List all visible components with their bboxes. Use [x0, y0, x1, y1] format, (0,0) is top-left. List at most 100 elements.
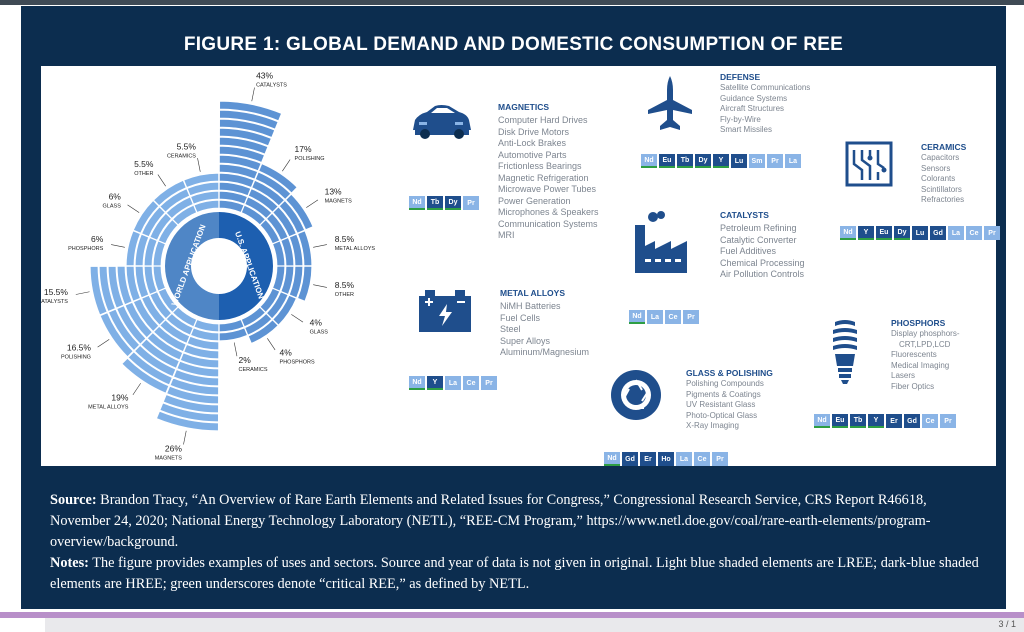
world-segment-catalysts	[134, 265, 150, 299]
element-chip-pr: Pr	[712, 452, 728, 466]
world-segment-catalysts	[89, 266, 108, 316]
us-name-label: POLISHING	[295, 156, 325, 162]
element-chip-ce: Ce	[922, 414, 938, 428]
world-segment-catalysts	[152, 265, 166, 292]
world-segment-magnets	[159, 402, 219, 423]
us-segment-other	[288, 265, 304, 299]
list-item: Power Generation	[498, 195, 571, 206]
viewer-status-bar	[0, 618, 1024, 632]
infographic-panel: 43% CATALYSTS 17% POLISHING 13% MAGNETS 8.5% ME…	[41, 66, 1000, 466]
camera-aperture-icon	[611, 370, 661, 420]
us-segment-catalysts	[219, 109, 279, 130]
figure-frame: FIGURE 1: GLOBAL DEMAND AND DOMESTIC CON…	[21, 6, 1006, 609]
us-leader-line	[233, 342, 238, 357]
world-segment-glass	[141, 206, 166, 238]
world-segment-polishing	[132, 298, 160, 332]
list-item: Fluorescents	[891, 350, 937, 359]
us-segment-catalysts	[218, 172, 255, 188]
list-item: Anti-Lock Brakes	[498, 138, 567, 148]
world-segment-glass	[157, 219, 179, 245]
world-name-label: MAGNETS	[155, 455, 183, 461]
us-leader-line	[306, 199, 319, 208]
us-segment-other	[297, 265, 313, 302]
us-segment-polishing	[244, 196, 273, 220]
section-catalysts: CATALYSTS Petroleum Refining Catalytic C…	[720, 210, 860, 281]
element-chip-la: La	[676, 452, 692, 466]
list-item: Fuel Additives	[720, 246, 777, 256]
us-leader-line	[313, 284, 327, 288]
list-item: Capacitors	[921, 153, 960, 162]
element-chip-er: Er	[640, 452, 656, 466]
element-chip-y: Y	[713, 154, 729, 168]
element-chip-gd: Gd	[904, 414, 920, 428]
list-item: NiMH Batteries	[500, 301, 561, 311]
us-segment-other	[280, 265, 295, 295]
world-segment-metal-alloys	[140, 338, 180, 369]
us-segment-catalysts	[218, 181, 252, 197]
us-segment-magnets	[285, 193, 314, 231]
us-segment-magnets	[265, 212, 289, 241]
page-marker: 3 / 1	[998, 619, 1016, 629]
list-item: Microphones & Speakers	[498, 207, 599, 217]
source-text: Brandon Tracy, “An Overview of Rare Eart…	[50, 492, 931, 550]
us-name-label: METAL ALLOYS	[335, 246, 376, 252]
world-segment-catalysts	[143, 265, 158, 295]
world-segment-metal-alloys	[165, 312, 194, 336]
list-item: Fly-by-Wire	[720, 114, 761, 124]
world-pct-label: 5.5%	[177, 141, 197, 151]
world-segment-ceramics	[183, 172, 220, 188]
world-segment-polishing	[124, 301, 153, 339]
element-chip-eu: Eu	[876, 226, 892, 240]
figure-caption: Source: Brandon Tracy, “An Overview of R…	[50, 490, 980, 595]
factory-icon	[635, 211, 687, 273]
us-segment-catalysts	[219, 118, 276, 138]
us-pct-label: 17%	[295, 144, 312, 154]
list-item: Photo-Optical Glass	[686, 410, 758, 420]
element-chip-nd: Nd	[629, 310, 645, 324]
element-chip-la: La	[647, 310, 663, 324]
element-chip-dy: Dy	[445, 196, 461, 210]
world-segment-metal-alloys	[172, 306, 198, 328]
world-leader-line	[157, 174, 166, 187]
world-segment-ceramics	[190, 190, 220, 205]
list-item: Medical Imaging	[891, 360, 950, 370]
world-segment-catalysts	[116, 265, 133, 306]
list-item: Chemical Processing	[720, 257, 805, 268]
world-pct-label: 15.5%	[44, 287, 69, 297]
list-item: Petroleum Refining	[720, 223, 797, 233]
world-segment-polishing	[157, 287, 179, 313]
world-segment-glass	[149, 212, 173, 241]
us-segment-magnets	[278, 200, 306, 234]
world-leader-line	[183, 430, 187, 445]
section-ceramics: CERAMICS Capacitors Sensors Colorants Sc…	[921, 142, 996, 206]
section-title: CATALYSTS	[720, 210, 769, 220]
us-segment-polishing	[254, 171, 292, 200]
element-chip-y: Y	[427, 376, 443, 390]
world-segment-magnets	[169, 377, 219, 396]
list-item: Colorants	[921, 174, 956, 183]
world-name-label: POLISHING	[61, 355, 91, 361]
element-chip-tb: Tb	[677, 154, 693, 168]
list-item: Polishing Compounds	[686, 379, 764, 388]
us-leader-line	[251, 87, 255, 102]
us-segment-catalysts	[219, 154, 262, 172]
circuit-board-icon	[845, 141, 893, 187]
list-item: MRI	[498, 230, 515, 240]
world-segment-magnets	[186, 335, 220, 351]
world-segment-other	[165, 196, 194, 220]
us-segment-phosphors	[244, 312, 273, 336]
element-chip-y: Y	[868, 414, 884, 428]
element-chip-ce: Ce	[463, 376, 479, 390]
list-item: X-Ray Imaging	[686, 421, 739, 430]
world-name-label: CERAMICS	[167, 153, 196, 159]
world-segment-magnets	[173, 369, 219, 387]
world-segment-polishing	[116, 305, 147, 345]
element-chip-nd: Nd	[641, 154, 657, 168]
list-item: Display phosphors-	[891, 329, 960, 338]
element-chip-tb: Tb	[850, 414, 866, 428]
list-item: Lasers	[891, 371, 916, 380]
us-segment-metal-alloys	[288, 233, 304, 267]
world-leader-line	[197, 158, 201, 172]
list-item: Satellite Communications	[720, 83, 811, 92]
world-segment-magnets	[183, 344, 220, 360]
